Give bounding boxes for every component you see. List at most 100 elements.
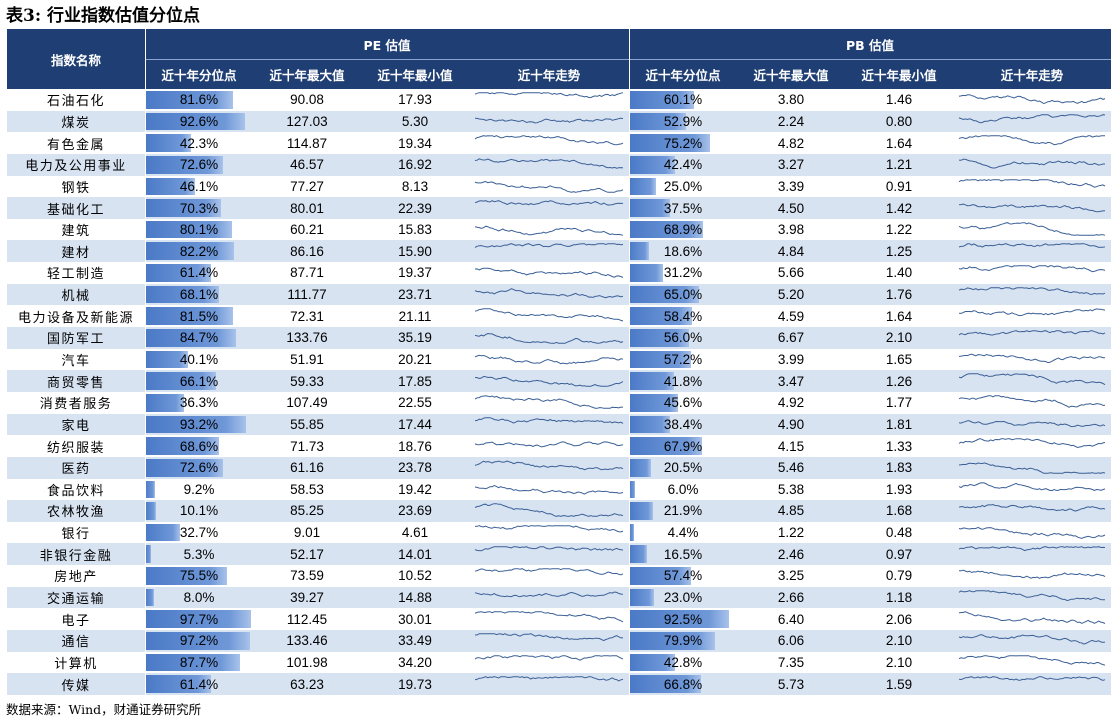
pb-trend-cell bbox=[953, 457, 1111, 479]
industry-name: 建筑 bbox=[61, 224, 91, 240]
pb-trend-sparkline bbox=[958, 634, 1106, 645]
pb-percentile-value: 21.9% bbox=[663, 503, 703, 519]
pb-percentile-cell: 57.4% bbox=[629, 565, 737, 587]
pb-min-value: 0.91 bbox=[885, 178, 913, 194]
pe-trend-cell bbox=[469, 284, 629, 306]
pe-min-value: 35.19 bbox=[398, 330, 432, 346]
pb-percentile-bar bbox=[629, 458, 652, 477]
table-row: 食品饮料 9.2% 6.0% 58.53 19.42 5.38 1.93 bbox=[7, 478, 1111, 501]
trend-line bbox=[474, 676, 624, 682]
pe-percentile-value: 8.0% bbox=[183, 590, 215, 606]
pe-percentile-value: 97.2% bbox=[179, 633, 219, 649]
pe-percentile-value: 84.7% bbox=[179, 330, 219, 346]
pe-percentile-cell: 75.5% bbox=[145, 565, 253, 587]
pe-percentile-bar bbox=[145, 458, 224, 477]
pb-max-value: 6.40 bbox=[777, 611, 805, 627]
pe-percentile-value: 40.1% bbox=[179, 352, 219, 367]
table-row: 传媒 61.4% 66.8% 63.23 19.73 5.73 1.59 bbox=[7, 673, 1111, 695]
pe-min-value: 15.83 bbox=[398, 222, 432, 238]
pb-percentile-cell: 42.4% bbox=[629, 154, 737, 176]
column-divider bbox=[145, 218, 146, 241]
trend-line bbox=[474, 611, 624, 623]
column-divider bbox=[629, 391, 630, 414]
industry-name: 基础化工 bbox=[46, 202, 105, 218]
pe-percentile-bar bbox=[145, 155, 224, 174]
trend-line bbox=[474, 200, 623, 206]
pe-percentile-bar bbox=[145, 480, 155, 499]
pe-trend-sparkline bbox=[474, 676, 624, 682]
pe-trend-cell bbox=[469, 154, 629, 176]
pb-trend-cell bbox=[953, 154, 1111, 176]
pb-min-value: 1.46 bbox=[885, 92, 913, 108]
pe-min-value: 22.55 bbox=[398, 395, 432, 411]
pb-max-value: 6.06 bbox=[777, 633, 805, 649]
pe-max-value: 9.01 bbox=[293, 525, 321, 541]
pe-percentile-bar bbox=[145, 523, 181, 542]
pb-percentile-value: 4.4% bbox=[667, 525, 699, 541]
industry-name: 计算机 bbox=[54, 656, 98, 672]
table-row: 基础化工 70.3% 37.5% 80.01 22.39 4.50 1.42 bbox=[7, 197, 1111, 219]
pb-max-value: 3.80 bbox=[777, 92, 805, 108]
pe-trend-cell bbox=[469, 457, 629, 479]
pe-percentile-value: 82.2% bbox=[179, 243, 219, 259]
pb-percentile-bar bbox=[629, 329, 690, 347]
pe-trend-cell bbox=[469, 652, 629, 674]
pb-max-value: 3.39 bbox=[777, 178, 805, 194]
pe-percentile-bar bbox=[145, 415, 246, 434]
pe-max-value: 107.49 bbox=[286, 395, 328, 411]
trend-line bbox=[958, 286, 1106, 295]
pe-min-value: 19.37 bbox=[398, 265, 432, 281]
pe-percentile-value: 36.3% bbox=[179, 395, 219, 411]
pe-percentile-bar bbox=[145, 177, 195, 196]
pb-trend-cell bbox=[953, 587, 1111, 609]
pb-trend-sparkline bbox=[958, 589, 1106, 601]
pb-trend-sparkline bbox=[958, 373, 1106, 386]
column-divider bbox=[145, 348, 146, 371]
pe-trend-cell bbox=[469, 305, 629, 327]
pe-percentile-cell: 10.1% bbox=[145, 500, 253, 522]
pe-percentile-bar bbox=[145, 632, 250, 650]
pb-trend-cell bbox=[953, 479, 1111, 501]
pe-percentile-value: 68.6% bbox=[179, 438, 219, 454]
pb-percentile-bar bbox=[629, 177, 656, 196]
pb-percentile-value: 92.5% bbox=[663, 611, 703, 627]
trend-line bbox=[474, 376, 624, 388]
table-row: 通信 97.2% 79.9% 133.46 33.49 6.06 2.10 bbox=[7, 630, 1111, 652]
column-divider bbox=[145, 110, 146, 133]
pe-percentile-cell: 87.7% bbox=[145, 652, 253, 674]
pe-trend-sparkline bbox=[474, 158, 624, 169]
pe-percentile-value: 9.2% bbox=[183, 481, 215, 497]
column-divider bbox=[145, 565, 146, 587]
pb-percentile-bar bbox=[629, 415, 671, 434]
column-divider bbox=[145, 262, 146, 284]
pb-percentile-bar bbox=[629, 588, 654, 607]
pe-trend-sparkline bbox=[474, 460, 624, 471]
table-row: 电子 97.7% 92.5% 112.45 30.01 6.40 2.06 bbox=[7, 608, 1111, 631]
trend-line bbox=[958, 243, 1106, 249]
pb-min-value: 1.93 bbox=[885, 481, 913, 497]
trend-line bbox=[958, 526, 1106, 539]
pe-percentile-cell: 66.1% bbox=[145, 370, 253, 392]
pb-max-value: 4.85 bbox=[777, 503, 805, 519]
pe-min-value: 4.61 bbox=[401, 525, 429, 541]
pe-trend-cell bbox=[469, 630, 629, 652]
column-divider bbox=[145, 240, 146, 263]
pe-percentile-value: 46.1% bbox=[179, 178, 219, 194]
pe-max-value: 87.71 bbox=[290, 265, 324, 281]
column-divider bbox=[629, 565, 630, 587]
pb-trend-cell bbox=[953, 673, 1111, 695]
pe-percentile-bar bbox=[145, 653, 240, 672]
pb-max-value: 3.27 bbox=[777, 157, 805, 173]
pe-min-value: 14.88 bbox=[398, 590, 432, 606]
trend-line bbox=[474, 308, 624, 322]
pe-percentile-cell: 92.6% bbox=[145, 111, 253, 133]
trend-line bbox=[958, 308, 1106, 317]
pe-min-value: 23.78 bbox=[398, 460, 432, 476]
pb-trend-sparkline bbox=[958, 113, 1106, 123]
pb-percentile-bar bbox=[629, 199, 670, 217]
industry-name: 煤炭 bbox=[61, 115, 91, 131]
pb-percentile-cell: 45.6% bbox=[629, 392, 737, 414]
pb-percentile-value: 42.8% bbox=[663, 654, 703, 670]
trend-line bbox=[474, 225, 624, 236]
pe-trend-sparkline bbox=[474, 376, 624, 388]
